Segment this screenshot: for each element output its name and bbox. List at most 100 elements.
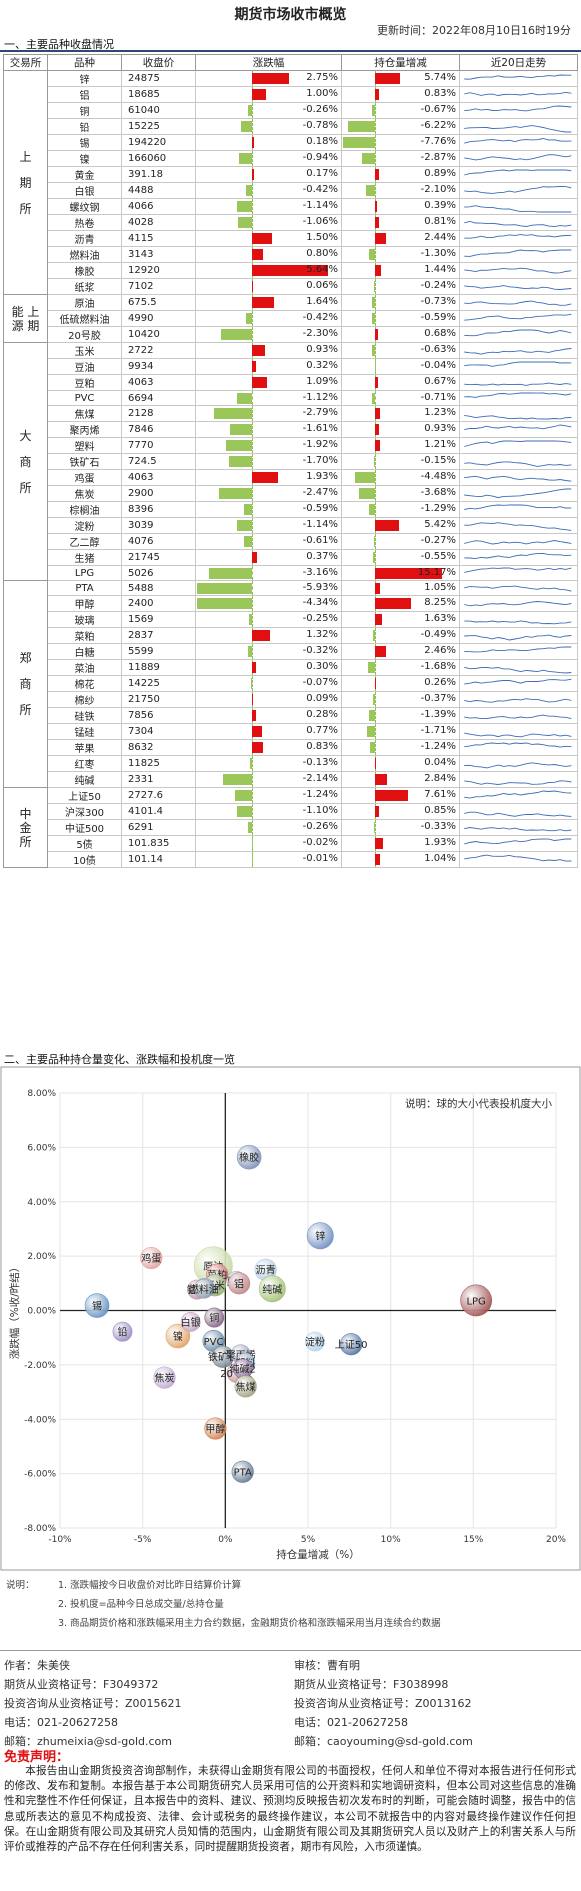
table-row: 豆粕 4063 1.09% 0.67%	[4, 374, 578, 391]
bar-value: -1.24%	[302, 789, 338, 800]
loss-bar	[226, 440, 252, 451]
bar-value: 0.93%	[306, 344, 338, 355]
trend-cell	[459, 294, 578, 311]
zero-line	[252, 391, 253, 405]
bubble-point	[258, 1275, 286, 1303]
disclaimer-text: 本报告由山金期货投资咨询部制作，未获得山金期货有限公司的书面授权，任何人和单位不…	[4, 1765, 576, 1854]
loss-bar	[230, 424, 252, 435]
gain-bar	[252, 73, 290, 84]
gain-bar	[252, 662, 257, 673]
gain-bar	[375, 73, 401, 84]
trend-cell	[459, 627, 578, 644]
trend-cell	[459, 835, 578, 852]
zero-line	[252, 820, 253, 835]
table-row: 淀粉 3039 -1.14% 5.42%	[4, 517, 578, 534]
bar-value: 1.21%	[424, 439, 456, 450]
loss-bar	[347, 121, 375, 132]
zero-line	[252, 788, 253, 803]
trend-cell	[459, 675, 578, 692]
trend-cell	[459, 150, 578, 167]
bar-value: -5.93%	[302, 582, 338, 593]
bubble-label: 铁矿石	[208, 1351, 238, 1364]
trend-cell	[459, 485, 578, 502]
trend-sparkline	[464, 552, 572, 559]
product-name: 热卷	[47, 214, 122, 231]
bar-value: 1.05%	[424, 582, 456, 593]
trend-cell	[459, 342, 578, 359]
loss-bar	[197, 598, 252, 609]
zero-line	[252, 438, 253, 453]
gain-bar	[375, 440, 381, 451]
bar-value: -2.79%	[302, 407, 338, 418]
zero-line	[375, 454, 376, 469]
close-price: 4101.4	[121, 803, 196, 820]
exchange-cell: 上 期 所	[3, 70, 48, 295]
gain-bar	[375, 201, 377, 212]
x-tick-label: 10%	[381, 1535, 401, 1545]
exchange-cell: 郑 商 所	[3, 580, 48, 788]
trend-sparkline	[464, 284, 572, 290]
zero-line	[252, 183, 253, 198]
trend-cell	[459, 437, 578, 454]
loss-bar	[372, 345, 375, 356]
bar-value: -1.06%	[302, 216, 338, 227]
section2-title: 二、主要品种持仓量变化、涨跌幅和投机度一览	[4, 1053, 235, 1066]
table-row: 铜 61040 -0.26% -0.67%	[4, 102, 578, 119]
gain-bar	[252, 710, 256, 721]
bar-value: 0.06%	[306, 280, 338, 291]
bar-value: 5.64%	[306, 264, 338, 275]
gain-bar	[375, 614, 383, 625]
trend-sparkline	[464, 790, 572, 799]
trend-sparkline	[464, 488, 572, 498]
gain-bar	[375, 329, 378, 340]
gain-bar	[375, 854, 380, 865]
trend-cell	[459, 214, 578, 231]
zero-line	[252, 804, 253, 819]
bar-value: -1.70%	[302, 455, 338, 466]
trend-sparkline	[464, 424, 572, 430]
loss-bar	[371, 297, 375, 308]
x-tick-label: -10%	[48, 1535, 72, 1545]
product-name: 低硫燃料油	[47, 310, 122, 327]
product-name: PTA	[47, 580, 122, 596]
close-price: 675.5	[121, 294, 196, 311]
trend-cell	[459, 230, 578, 247]
trend-cell	[459, 659, 578, 676]
chart-frame	[0, 1066, 581, 1571]
table-row: 郑 商 所 PTA 5488 -5.93% 1.05%	[3, 580, 578, 788]
bar-value: -0.13%	[302, 757, 338, 768]
bubble-point	[234, 1375, 257, 1398]
trend-sparkline	[464, 854, 572, 862]
section1-divider	[0, 50, 581, 52]
loss-bar	[197, 583, 252, 594]
trend-sparkline	[464, 838, 572, 844]
close-price: 2331	[121, 771, 196, 788]
bar-value: -4.34%	[302, 597, 338, 608]
table-row: 纸浆 7102 0.06% -0.24%	[4, 278, 578, 295]
trend-sparkline	[464, 619, 572, 624]
trend-cell	[459, 118, 578, 135]
product-name: 聚丙烯	[47, 421, 122, 438]
table-row: 大 商 所玉米 2722 0.93% -0.63%	[3, 342, 578, 581]
zero-line	[252, 518, 253, 533]
loss-bar	[247, 646, 252, 657]
exchange-cell: 能 上 源 期	[3, 294, 48, 343]
trend-sparkline	[464, 329, 572, 336]
zero-line	[375, 311, 376, 326]
zero-line	[375, 295, 376, 310]
table-row: 甲醇 2400 -4.34% 8.25%	[4, 595, 578, 612]
zero-line	[375, 628, 376, 643]
zero-line	[252, 772, 253, 787]
trend-cell	[459, 102, 578, 119]
y-tick-label: -6.00%	[24, 1470, 56, 1480]
loss-bar	[248, 614, 252, 625]
loss-bar	[248, 105, 252, 116]
zero-line	[375, 502, 376, 517]
bar-value: 0.32%	[306, 360, 338, 371]
trend-cell	[459, 246, 578, 263]
table-row: 棉纱 21750 0.09% -0.37%	[4, 691, 578, 708]
reviewer-phone: 电话：021-20627258	[294, 1716, 408, 1729]
close-price: 3143	[121, 246, 196, 263]
bubble-label: 焦煤	[236, 1380, 256, 1393]
product-name: 橡胶	[47, 262, 122, 279]
